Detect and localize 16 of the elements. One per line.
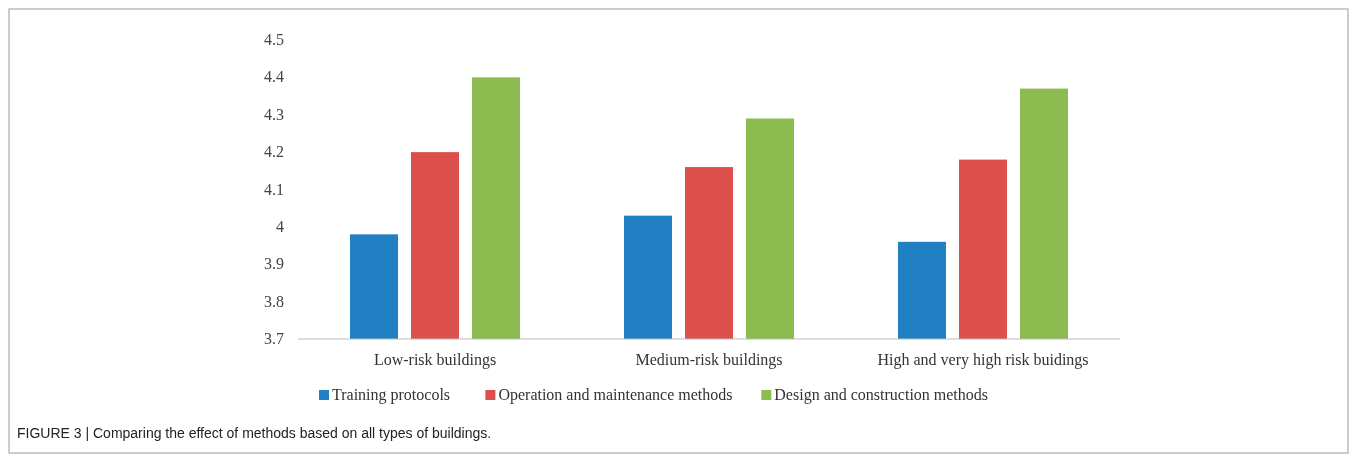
y-tick-label: 4.4	[264, 68, 284, 86]
legend-label: Design and construction methods	[774, 386, 989, 404]
legend-label: Training protocols	[332, 386, 451, 404]
y-tick-label: 4.3	[264, 105, 284, 123]
y-tick-label: 4.1	[264, 180, 284, 198]
x-tick-label: High and very high risk buidings	[877, 351, 1089, 369]
caption: FIGURE 3 | Comparing the effect of methods based on all types of buildings.	[17, 425, 492, 441]
y-tick-label: 3.7	[264, 330, 284, 347]
x-tick-label: Low-risk buildings	[373, 351, 497, 369]
x-tick-label: Medium-risk buildings	[635, 351, 783, 369]
y-tick-label: 3.8	[264, 292, 284, 310]
y-tick-label: 4.5	[264, 31, 284, 48]
legend-label: Operation and maintenance methods	[498, 386, 733, 404]
y-tick-label: 3.9	[264, 255, 284, 273]
y-tick-label: 4.2	[264, 143, 284, 161]
y-tick-label: 4	[276, 217, 284, 235]
